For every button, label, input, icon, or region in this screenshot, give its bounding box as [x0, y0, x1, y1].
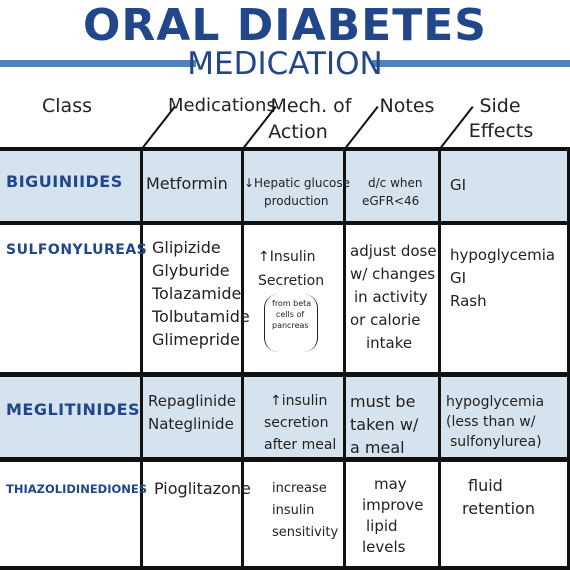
header-class: Class	[42, 95, 92, 117]
row-divider	[0, 566, 570, 570]
subtitle-rule-left	[0, 60, 196, 67]
side-effect-item: Rash	[450, 292, 487, 310]
mechanism-line: insulin	[272, 503, 315, 518]
notes-line: eGFR<46	[362, 194, 420, 208]
mechanism-note-line: pancreas	[272, 321, 309, 330]
notes-line: adjust dose	[350, 242, 437, 260]
notes-line: may	[374, 475, 407, 493]
medication-item: Nateglinide	[148, 415, 234, 433]
mechanism-line: increase	[272, 481, 327, 496]
mechanism-note-line: cells of	[276, 310, 305, 319]
mechanism-line: production	[264, 194, 329, 208]
class-sulfonylureas: SULFONYLUREAS	[6, 242, 148, 258]
notes-line: or calorie	[350, 311, 421, 329]
side-effect-item: GI	[450, 269, 467, 287]
column-divider	[343, 147, 346, 570]
medications-thiazolidinediones: Pioglitazone	[154, 478, 251, 500]
header-divider	[142, 106, 176, 149]
medication-item: Tolbutamide	[152, 307, 250, 326]
notes-line: a meal	[350, 438, 405, 457]
mechanism-line: ↓Hepatic glucose	[244, 176, 351, 190]
mechanism-note-sulfonylureas: from beta cells of pancreas	[272, 298, 311, 331]
medication-item: Glipizide	[152, 238, 221, 257]
page-title: ORAL DIABETES	[83, 0, 487, 51]
notes-biguanides: d/c when eGFR<46	[362, 174, 422, 210]
mechanism-biguanides: ↓Hepatic glucose production	[244, 174, 350, 210]
class-biguanides: BIGUINIIDES	[6, 172, 123, 191]
row-divider	[0, 147, 570, 151]
mechanism-sulfonylureas: ↑Insulin Secretion	[258, 245, 324, 293]
column-divider	[140, 147, 143, 570]
side-effect-item: GI	[450, 176, 467, 194]
side-effect-item: sulfonylurea)	[450, 434, 542, 450]
notes-line: intake	[366, 334, 413, 352]
medications-sulfonylureas: Glipizide Glyburide Tolazamide Tolbutami…	[152, 236, 250, 351]
medications-meglitinides: Repaglinide Nateglinide	[148, 390, 236, 436]
class-thiazolidinediones: THIAZOLIDINEDIONES	[6, 482, 148, 496]
side-effects-thiazolidinediones: fluid retention	[462, 474, 535, 520]
header-side-line1: Side	[479, 95, 521, 117]
notes-line: must be	[350, 392, 416, 411]
side-effects-biguanides: GI	[450, 174, 466, 196]
mechanism-line: secretion	[264, 415, 329, 431]
mechanism-note-line: from beta	[272, 299, 312, 308]
row-divider	[0, 221, 570, 225]
medication-item: Glimepride	[152, 330, 240, 349]
medication-item: Metformin	[146, 174, 228, 193]
side-effect-item: hypoglycemia	[446, 394, 545, 410]
mechanism-thiazolidinediones: increase insulin sensitivity	[272, 478, 338, 544]
row-band-biguanides	[0, 150, 570, 222]
header-mechanism-line2: Action	[268, 121, 328, 143]
mechanism-line: after meal	[264, 437, 337, 453]
notes-line: in activity	[354, 288, 428, 306]
notes-thiazolidinediones: may improve lipid levels	[362, 474, 423, 558]
notes-line: w/ changes	[350, 265, 436, 283]
mechanism-line: Secretion	[258, 273, 325, 289]
notes-sulfonylureas: adjust dose w/ changes in activity or ca…	[350, 240, 437, 355]
class-meglitinides: MEGLITINIDES	[6, 400, 141, 419]
column-divider	[241, 147, 244, 570]
subtitle-rule-right	[372, 60, 570, 67]
side-effects-meglitinides: hypoglycemia (less than w/ sulfonylurea)	[446, 392, 544, 452]
row-divider	[0, 457, 570, 462]
row-band-meglitinides	[0, 376, 570, 458]
side-effect-item: (less than w/	[446, 414, 536, 430]
header-notes: Notes	[379, 95, 435, 117]
header-mechanism-line1: Mech. of	[270, 95, 352, 117]
side-effect-item: fluid	[468, 476, 503, 495]
notes-line: d/c when	[368, 176, 423, 190]
notes-line: levels	[362, 538, 406, 556]
notes-line: improve	[362, 496, 424, 514]
side-effects-sulfonylureas: hypoglycemia GI Rash	[450, 244, 555, 313]
medication-item: Glyburide	[152, 261, 230, 280]
notes-line: lipid	[366, 517, 398, 535]
notes-line: taken w/	[350, 415, 419, 434]
mechanism-line: ↑Insulin	[258, 249, 316, 265]
medications-biguanides: Metformin	[146, 173, 228, 195]
medication-item: Pioglitazone	[154, 479, 251, 498]
side-effect-item: retention	[462, 499, 535, 518]
notes-meglitinides: must be taken w/ a meal	[350, 390, 418, 459]
row-divider	[0, 372, 570, 377]
header-side-line2: Effects	[468, 120, 534, 142]
page-subtitle: MEDICATION	[187, 46, 383, 82]
medication-item: Repaglinide	[148, 392, 236, 410]
mechanism-note-parentheses	[264, 294, 318, 352]
side-effect-item: hypoglycemia	[450, 246, 556, 264]
header-medications: Medications	[168, 95, 276, 116]
medication-item: Tolazamide	[152, 284, 242, 303]
column-divider	[438, 147, 441, 570]
column-divider	[567, 147, 570, 570]
mechanism-line: sensitivity	[272, 525, 339, 540]
mechanism-line: ↑insulin	[270, 393, 328, 409]
mechanism-meglitinides: ↑insulin secretion after meal	[264, 390, 336, 456]
